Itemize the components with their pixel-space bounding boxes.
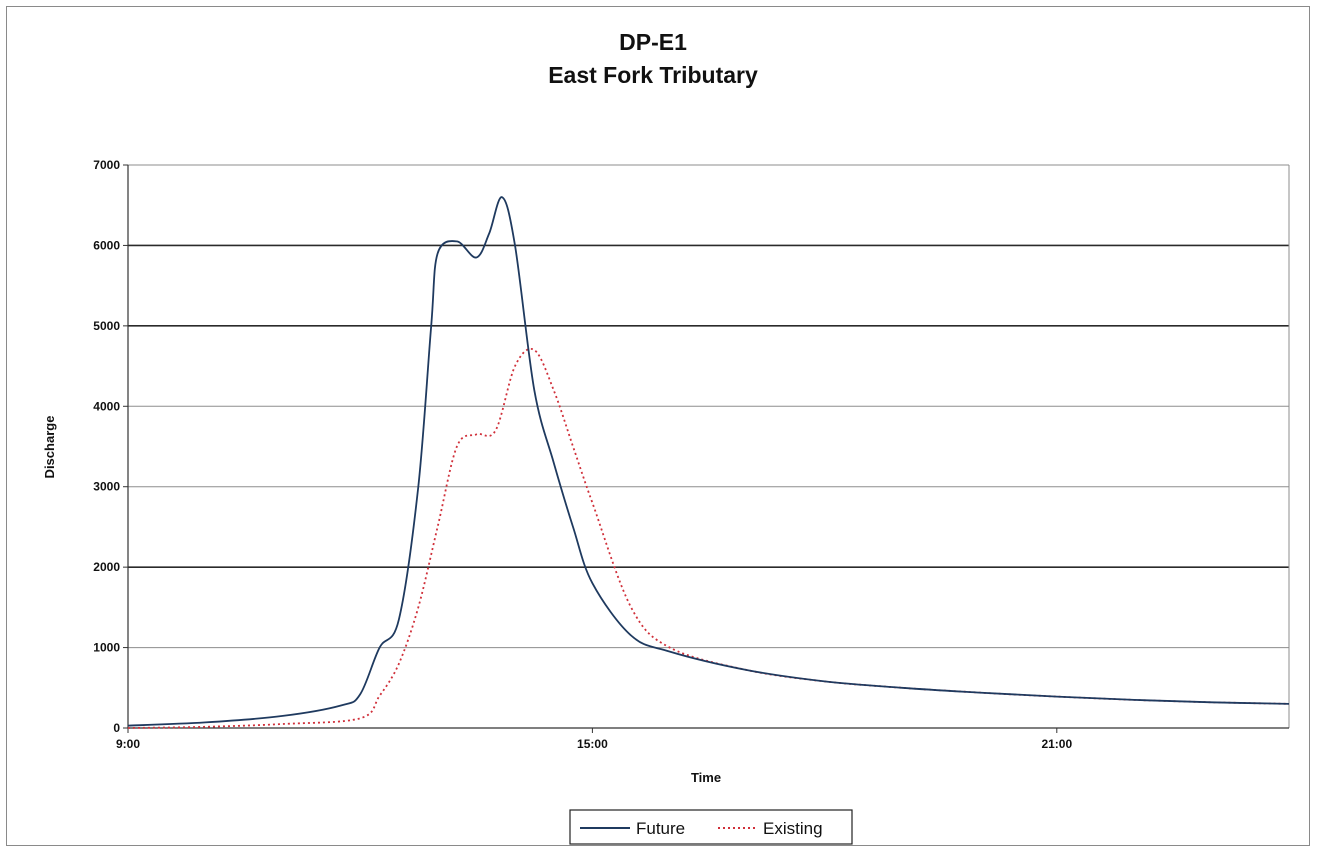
y-tick-label-0: 0 [113,721,120,735]
legend-label-existing: Existing [763,819,823,838]
x-axis-label: Time [691,770,721,785]
y-tick-label-1000: 1000 [93,641,120,655]
x-tick-label-900: 9:00 [116,737,140,751]
x-tick-label-2100: 21:00 [1041,737,1072,751]
legend: Future Existing [569,809,853,845]
legend-label-future: Future [636,819,685,838]
y-tick-label-3000: 3000 [93,480,120,494]
chart-frame [6,6,1310,846]
y-axis-label: Discharge [42,416,57,479]
chart-subtitle: East Fork Tributary [548,62,758,88]
plot-area: 0 1000 2000 3000 4000 5000 6000 7000 9:00 15:00 21… [93,158,1290,751]
series-line-existing [127,348,1290,729]
y-tick-label-2000: 2000 [93,560,120,574]
x-tick-label-1500: 15:00 [577,737,608,751]
y-tick-label-6000: 6000 [93,238,120,252]
y-tick-label-5000: 5000 [93,319,120,333]
y-tick-label-7000: 7000 [93,158,120,172]
series-line-future [127,196,1290,727]
y-tick-label-4000: 4000 [93,399,120,413]
chart-title: DP-E1 [619,29,687,55]
